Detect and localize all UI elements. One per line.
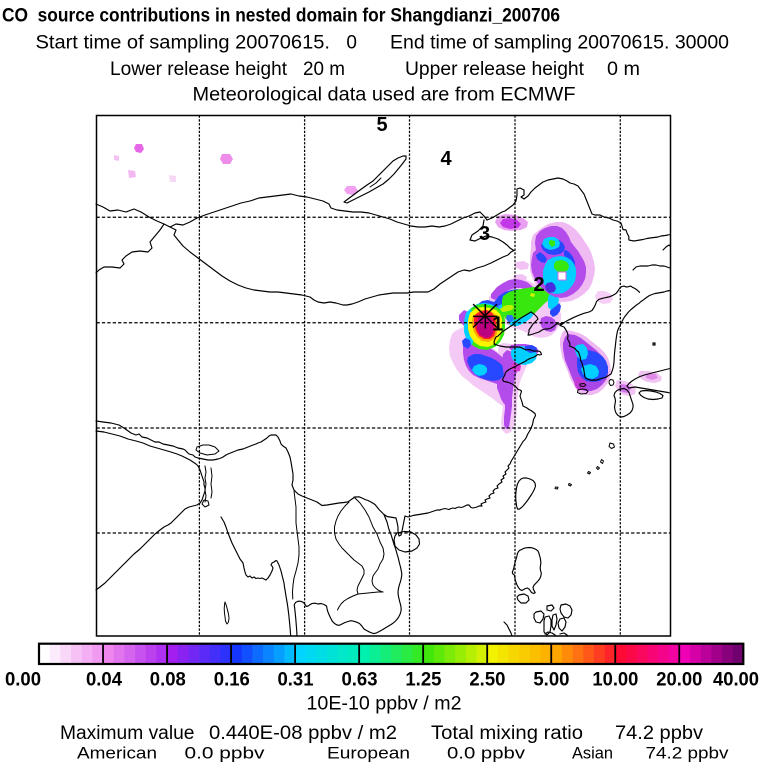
svg-text:0.0 ppbv: 0.0 ppbv (447, 745, 526, 763)
svg-text:2: 2 (533, 274, 544, 296)
svg-text:20.00: 20.00 (656, 669, 702, 691)
svg-text:Start time of sampling 2007061: Start time of sampling 20070615. (36, 32, 330, 53)
svg-text:European: European (327, 745, 410, 763)
svg-text:40.00: 40.00 (713, 669, 759, 691)
svg-text:0.08: 0.08 (150, 669, 186, 691)
svg-text:0.0 ppbv: 0.0 ppbv (185, 745, 266, 763)
svg-text:0 m: 0 m (607, 59, 640, 80)
svg-text:0.04: 0.04 (86, 669, 122, 691)
svg-text:Total mixing ratio: Total mixing ratio (431, 723, 583, 744)
svg-text:1.25: 1.25 (405, 669, 441, 691)
svg-text:Asian: Asian (572, 745, 613, 763)
svg-text:0.31: 0.31 (278, 669, 314, 691)
svg-text:74.2 ppbv: 74.2 ppbv (615, 723, 704, 744)
svg-text:3: 3 (479, 223, 490, 245)
svg-text:Lower release height: Lower release height (110, 59, 288, 80)
svg-text:American: American (77, 745, 157, 763)
svg-text:Meteorological data used are f: Meteorological data used are from ECMWF (193, 85, 576, 106)
svg-text:1: 1 (492, 314, 503, 336)
svg-text:0: 0 (346, 32, 357, 53)
svg-text:0.63: 0.63 (342, 669, 378, 691)
svg-text:2.50: 2.50 (469, 669, 505, 691)
svg-text:Maximum value: Maximum value (60, 723, 195, 744)
svg-text:10E-10 ppbv / m2: 10E-10 ppbv / m2 (307, 694, 462, 715)
svg-text:10.00: 10.00 (592, 669, 638, 691)
svg-text:0.00: 0.00 (5, 669, 41, 691)
svg-text:End time of sampling 20070615.: End time of sampling 20070615. 30000 (390, 32, 729, 53)
svg-text:4: 4 (440, 148, 452, 170)
svg-text:20 m: 20 m (303, 59, 345, 80)
svg-text:74.2 ppbv: 74.2 ppbv (646, 745, 730, 763)
svg-text:5.00: 5.00 (533, 669, 569, 691)
svg-text:Upper release height: Upper release height (405, 59, 585, 80)
svg-text:0.440E-08 ppbv / m2: 0.440E-08 ppbv / m2 (209, 723, 397, 744)
svg-text:0.16: 0.16 (214, 669, 250, 691)
svg-text:CO source contributions in ne: CO source contributions in nested domain… (2, 6, 560, 27)
svg-text:5: 5 (376, 114, 387, 136)
